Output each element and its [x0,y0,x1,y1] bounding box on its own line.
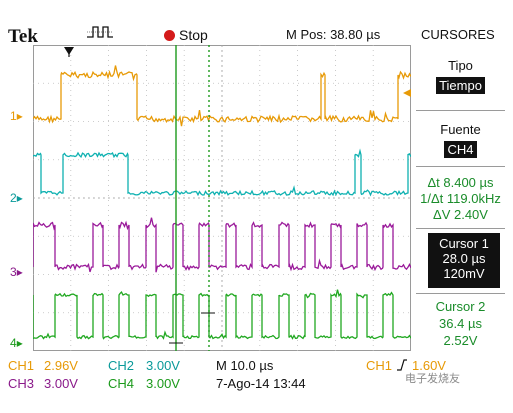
ch3-marker[interactable]: 3▸ [10,265,23,279]
ch2-marker[interactable]: 2▸ [10,191,23,205]
cursor1-button[interactable]: Cursor 1 28.0 µs 120mV [428,233,500,288]
ch4-waveform [33,289,411,340]
trigger-mode-icon [87,26,113,38]
watermark-text: 电子发烧友 [405,373,460,385]
menu-title: CURSORES [421,27,495,42]
ch3-label: CH3 [8,376,35,391]
run-stop-indicator[interactable]: Stop [164,27,208,43]
tipo-label: Tipo [448,58,473,73]
ch1-marker[interactable]: 1▸ [10,109,23,123]
tipo-button[interactable]: Tiempo [414,77,507,94]
ch4-label: CH4 [108,376,135,391]
status-bar: Tek Stop M Pos: 38.80 µs CURSORES [0,0,513,47]
time-scale-readout: M 10.0 µs [216,358,274,373]
tipo-value: Tiempo [436,77,485,94]
waveform-graticule [33,45,411,351]
ch1-waveform [33,65,411,127]
menu-divider [416,166,505,167]
ch2-scale: 3.00V [146,358,180,373]
trigger-level-marker [403,89,411,97]
delta-t-readout: Δt 8.400 µs [427,175,494,190]
brand-logo: Tek [8,26,38,47]
time-cursors[interactable] [169,45,215,351]
fuente-value: CH4 [444,141,477,158]
ch1-label: CH1 [8,358,35,373]
ch3-waveform [33,217,411,273]
graticule-grid [33,45,411,351]
run-state-label: Stop [179,27,208,43]
cursor1-time: 28.0 µs [442,251,486,266]
rising-edge-icon [397,359,407,371]
cursor2-time: 36.4 µs [439,316,482,331]
menu-divider [416,110,505,111]
cursor2-label[interactable]: Cursor 2 [435,299,486,314]
waveform-display [33,45,411,351]
cursor2-volt: 2.52V [443,333,478,348]
trigger-level: 1.60V [412,358,446,373]
ch2-waveform [33,148,411,197]
delta-v-readout: ΔV 2.40V [433,207,488,222]
fuente-button[interactable]: CH4 [414,141,507,158]
ch4-scale: 3.00V [146,376,180,391]
timestamp: 7-Ago-14 13:44 [216,376,306,391]
ch2-label: CH2 [108,358,135,373]
cursor1-volt: 120mV [443,266,485,281]
trigger-source: CH1 [366,358,393,373]
inverse-delta-t-readout: 1/Δt 119.0kHz [420,191,501,206]
cursor1-label: Cursor 1 [439,236,489,251]
channel-readout-bar: CH1 2.96V CH2 3.00V M 10.0 µs CH1 1.60V … [0,354,513,413]
menu-divider [416,293,505,294]
ch4-marker[interactable]: 4▸ [10,336,23,350]
waveform-traces [33,47,411,340]
ch3-scale: 3.00V [44,376,78,391]
stop-icon [164,30,175,41]
horizontal-position-readout: M Pos: 38.80 µs [286,27,381,42]
ch1-scale: 2.96V [44,358,78,373]
menu-divider [416,228,505,229]
fuente-label: Fuente [440,122,481,137]
